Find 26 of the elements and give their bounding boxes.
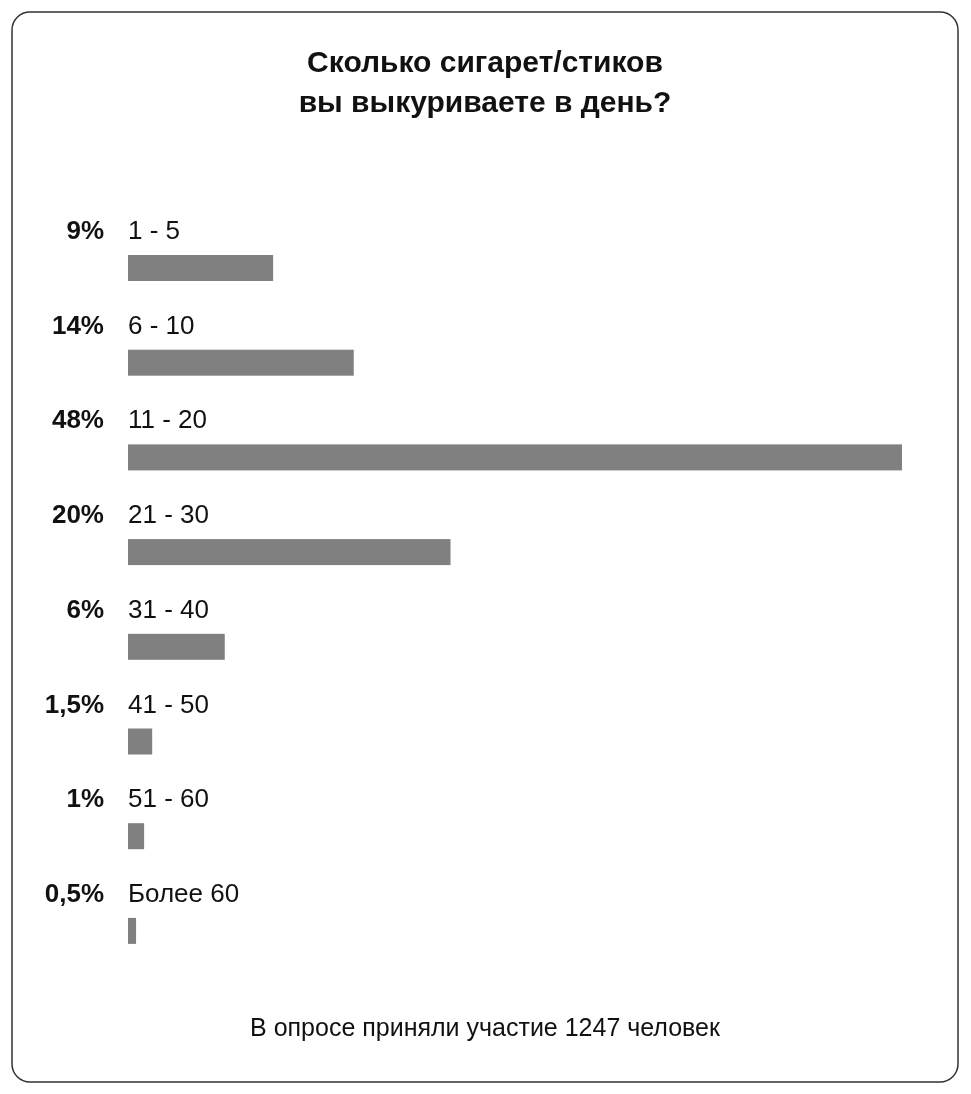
y-tick-label: 51 - 60 xyxy=(128,783,209,814)
y-tick-label: 6 - 10 xyxy=(128,309,195,340)
chart-title: Сколько сигарет/стиков вы выкуриваете в день? xyxy=(298,45,672,118)
data-label: 9% xyxy=(66,215,104,245)
y-tick-label: 31 - 40 xyxy=(128,593,209,624)
bar xyxy=(128,539,451,566)
bar xyxy=(128,823,145,850)
data-label: 1,5% xyxy=(44,688,104,719)
bar xyxy=(128,728,153,755)
data-label: 48% xyxy=(51,404,104,435)
data-label: 1% xyxy=(66,783,104,814)
y-tick-label: 11 - 20 xyxy=(128,404,208,435)
y-tick-label: 41 - 50 xyxy=(128,688,209,719)
data-label: 20% xyxy=(51,499,104,530)
y-tick-label: 21 - 30 xyxy=(128,499,209,530)
y-tick-label: Более 60 xyxy=(128,877,240,908)
bar xyxy=(128,633,225,660)
data-label: 0,5% xyxy=(44,877,104,908)
data-label: 14% xyxy=(51,309,104,340)
bar xyxy=(128,255,274,281)
text: В опросе приняли участие 1247 человек xyxy=(250,1013,722,1041)
bar xyxy=(128,349,354,376)
data-label: 6% xyxy=(66,593,104,624)
bar xyxy=(128,917,137,944)
bar xyxy=(128,444,902,471)
y-tick-label: 1 - 5 xyxy=(128,215,181,245)
